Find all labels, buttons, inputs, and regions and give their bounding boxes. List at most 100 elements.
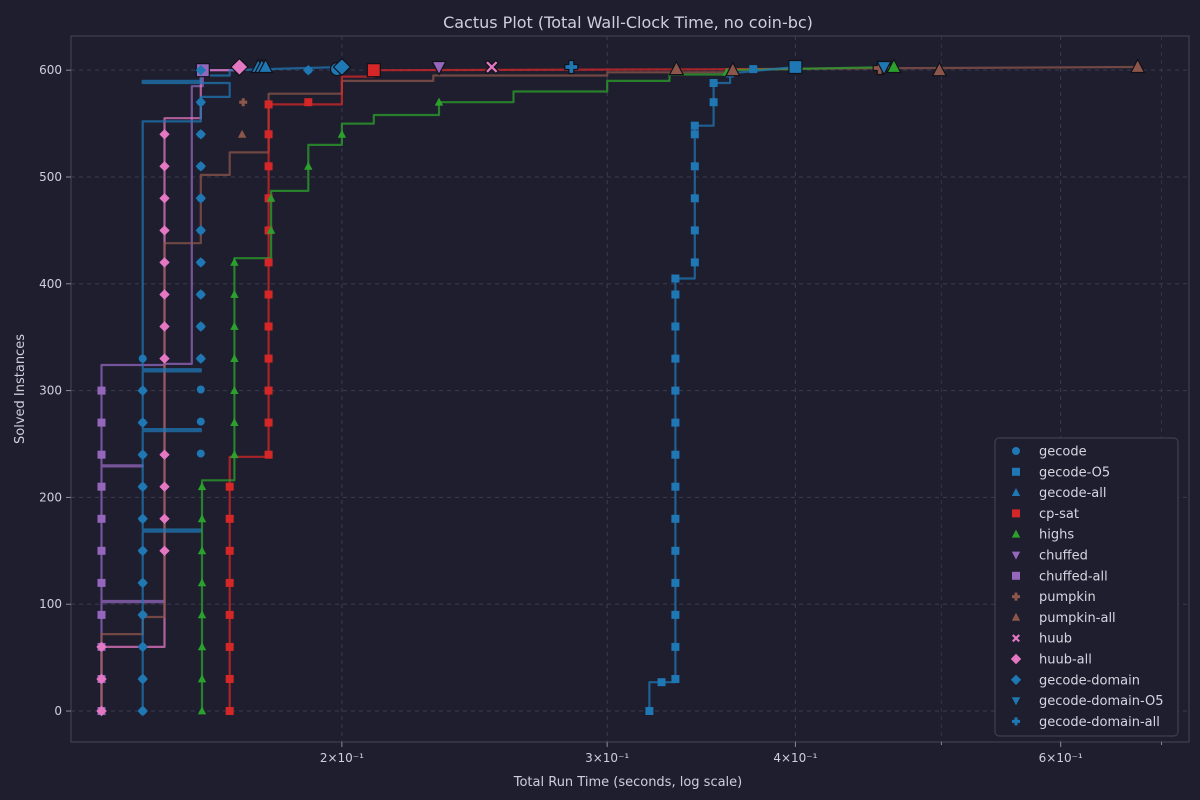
marker-pumpkin-all [237,129,247,138]
marker-highs [197,514,207,523]
marker-huub [484,59,500,75]
legend-marker-chuffed [1011,551,1021,560]
marker-gecode-domain-all [564,59,579,75]
marker-highs [230,354,239,362]
x-tick-label: 4×10⁻¹ [773,751,817,765]
marker-cp-sat [225,514,234,523]
marker-highs [230,450,239,459]
marker-huub-all [159,321,170,332]
marker-highs [230,418,239,426]
legend-marker-gecode-domain-all [1012,717,1020,726]
legend-label-chuffed-all: chuffed-all [1039,569,1108,584]
marker-huub-all [159,513,170,524]
marker-gecode-O5 [671,675,680,683]
marker-cp-sat [264,418,273,427]
legend-marker-gecode-domain [1010,674,1022,685]
marker-gecode-domain [195,289,206,300]
marker-highs [230,321,239,330]
marker-cp-sat [264,386,273,395]
legend-marker-cp-sat [1012,509,1020,518]
marker-gecode-O5 [671,578,680,587]
marker-gecode-domain [195,257,206,268]
marker-gecode-domain [137,385,148,396]
marker-chuffed-all [97,482,106,491]
marker-highs [337,129,347,138]
marker-huub-all [159,161,170,172]
series-line-gecode-domain [141,65,342,711]
marker-gecode-domain [195,225,206,236]
marker-gecode-domain [195,321,206,332]
y-tick-label: 200 [39,490,62,504]
marker-highs [197,578,207,587]
marker-gecode-O5 [671,546,680,555]
y-axis-ticks: 0 100 200 300 400 500 600 [39,63,71,718]
marker-gecode-O5 [671,642,680,651]
marker-highs [230,289,239,298]
marker-cp-sat [264,162,273,171]
marker-gecode-O5 [690,162,699,171]
marker-cp-sat [304,98,313,107]
marker-pumpkin-all [1129,58,1146,74]
marker-cp-sat [225,642,234,651]
marker-gecode-domain [137,705,148,717]
legend-marker-gecode-O5 [1012,467,1020,476]
legend-label-pumpkin-all: pumpkin-all [1039,611,1116,626]
marker-cp-sat [264,322,273,331]
series-line-highs [200,65,894,711]
marker-pumpkin-all [668,60,685,76]
marker-cp-sat [366,63,381,78]
legend-label-highs: highs [1039,528,1074,543]
marker-highs [230,257,239,266]
x-tick-label: 6×10⁻¹ [1039,751,1083,765]
marker-gecode-O5 [645,707,654,715]
marker-cp-sat [225,707,234,715]
marker-huub-all [159,481,170,492]
marker-gecode-domain [195,97,206,108]
legend-marker-huub-all [1010,653,1022,665]
y-tick-label: 100 [39,597,62,611]
marker-huub-all [159,449,170,460]
marker-chuffed-all [97,514,106,523]
y-tick-label: 0 [54,704,62,718]
marker-huub-all [159,193,170,204]
marker-highs [197,482,207,491]
marker-huub-all [159,257,170,268]
legend-label-huub: huub [1039,632,1072,647]
marker-gecode-domain [303,65,314,76]
marker-gecode-O5 [671,386,680,395]
marker-cp-sat [264,100,273,109]
legend-marker-gecode-all [1011,488,1021,496]
marker-gecode-domain [195,161,206,172]
marker-highs [197,610,207,619]
marker-huub-all [96,673,107,685]
marker-gecode-O5 [690,226,699,235]
legend-label-gecode-domain: gecode-domain [1039,673,1140,688]
legend-label-huub-all: huub-all [1039,653,1092,668]
marker-highs [434,97,444,106]
marker-chuffed-all [97,450,106,459]
legend-label-gecode-domain-O5: gecode-domain-O5 [1039,694,1164,709]
x-axis-ticks: 2×10⁻¹ 3×10⁻¹ 4×10⁻¹ 6×10⁻¹ [320,742,1163,765]
marker-gecode-O5 [749,65,758,74]
marker-gecode-domain-O5 [876,60,892,76]
legend-label-gecode-O5: gecode-O5 [1039,465,1110,480]
marker-cp-sat [225,675,234,683]
x-tick-label: 2×10⁻¹ [320,751,364,765]
marker-highs [197,674,207,683]
marker-gecode-O5 [671,322,680,331]
legend-label-gecode: gecode [1039,445,1087,460]
marker-highs [266,193,276,202]
legend-marker-pumpkin-all [1011,612,1021,621]
marker-gecode-O5 [671,514,680,523]
marker-highs [266,225,276,234]
marker-gecode-domain [137,641,148,653]
marker-gecode-O5 [671,610,680,619]
y-axis-label: Solved Instances [13,334,28,444]
marker-gecode-domain [137,481,148,492]
marker-gecode-domain [137,513,148,524]
marker-cp-sat [264,130,273,139]
legend-label-chuffed: chuffed [1039,549,1088,564]
series-markers [96,57,1146,717]
marker-gecode-domain [137,673,148,685]
